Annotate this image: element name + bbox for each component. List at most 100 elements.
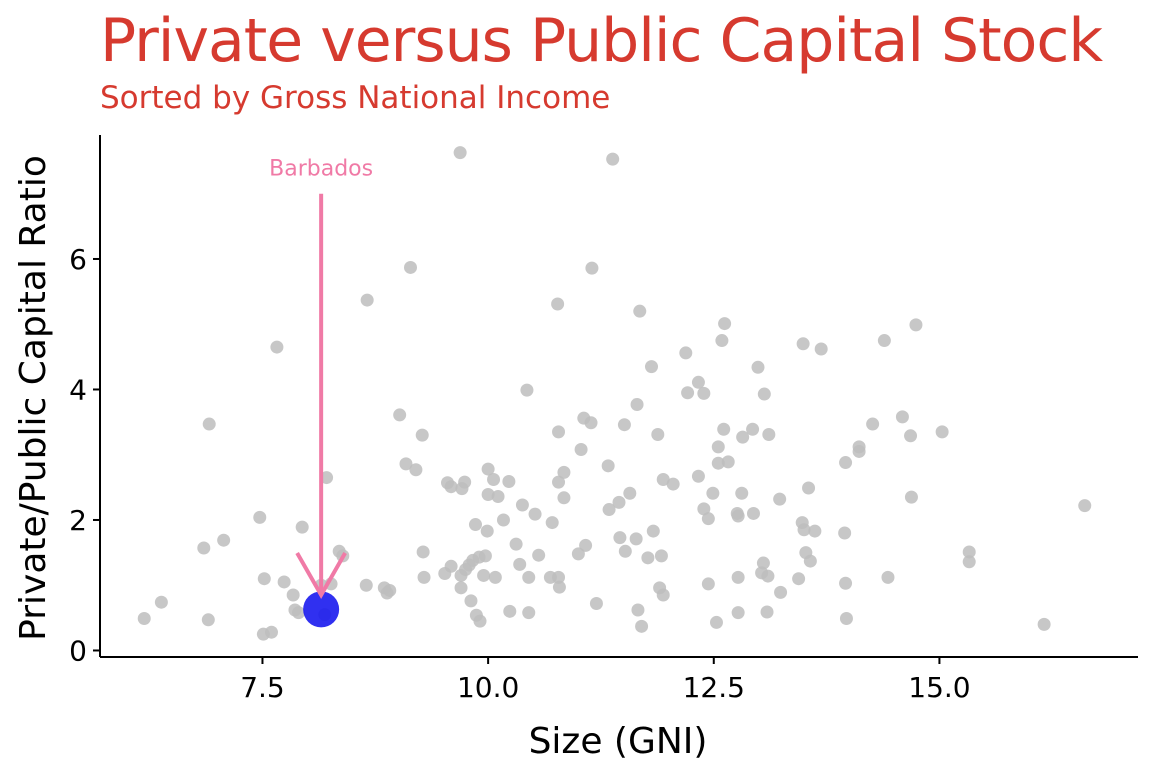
data-point [496,513,510,527]
highlight-point-barbados [303,591,340,628]
data-point [320,471,334,485]
data-point [802,481,816,495]
y-tick-label: 4 [69,373,87,406]
data-point [962,555,976,569]
data-point [522,570,536,584]
y-tick-label: 2 [69,504,87,537]
data-point [491,489,505,503]
data-point [756,556,770,570]
data-point [760,605,774,619]
data-point [701,577,715,591]
y-axis-title: Private/Public Capital Ratio [13,155,54,641]
data-point [746,422,760,436]
data-point [721,455,735,469]
data-point [481,488,495,502]
data-point [264,625,278,639]
data-point [468,518,482,532]
data-point [631,603,645,617]
axes-layer: 7.5 10.0 12.5 15.0 0 2 4 6 [69,135,1138,704]
data-point [731,570,745,584]
data-point [509,537,523,551]
data-point [602,503,616,517]
data-point [197,541,211,555]
data-point [697,386,711,400]
data-point [522,606,536,620]
chart-subtitle: Sorted by Gross National Income [100,80,611,116]
data-point [654,549,668,563]
data-point [895,410,909,424]
data-point [606,152,620,166]
data-point [799,546,813,560]
data-point [438,566,452,580]
y-tick-label: 6 [69,243,87,276]
data-point [515,498,529,512]
data-point [641,551,655,565]
data-point [613,531,627,545]
data-point [454,568,468,582]
data-point [773,492,787,506]
data-point [839,576,853,590]
data-point [697,502,711,516]
data-point [796,337,810,351]
data-point [359,578,373,592]
data-point [612,495,626,509]
x-tick-label: 15.0 [908,671,970,704]
data-point [360,293,374,307]
data-point [201,613,215,627]
data-point [416,545,430,559]
data-point [761,569,775,583]
data-point [286,588,300,602]
data-point [635,619,649,633]
data-point [417,570,431,584]
data-point [520,383,534,397]
data-point [962,545,976,559]
data-point [839,612,853,626]
data-point [691,375,705,389]
data-point [691,469,705,483]
data-point [473,614,487,628]
data-point [202,417,216,431]
data-point [409,463,423,477]
data-point [617,418,631,432]
data-point [718,317,732,331]
data-point [629,532,643,546]
data-point [403,260,417,274]
data-point [453,146,467,160]
data-point [731,509,745,523]
data-point [552,425,566,439]
data-point [656,588,670,602]
data-point [808,524,822,538]
data-point [909,318,923,332]
data-point [751,360,765,374]
data-point [571,547,585,561]
data-point [774,585,788,599]
data-point [735,486,749,500]
data-point [574,443,588,457]
data-point [270,340,284,354]
data-point [528,507,542,521]
data-point [651,427,665,441]
data-point [877,334,891,348]
data-point [1037,617,1051,631]
data-point [380,586,394,600]
data-point [552,475,566,489]
data-point [715,334,729,348]
data-point [618,544,632,558]
data-point [589,596,603,610]
data-point [709,615,723,629]
data-point [623,486,637,500]
data-point [746,506,760,520]
data-point [717,422,731,436]
data-point [731,606,745,620]
data-point [711,440,725,454]
data-point [585,261,599,275]
data-point [217,533,231,547]
data-point [838,526,852,540]
data-point [257,572,271,586]
data-point [679,346,693,360]
data-point [552,570,566,584]
data-point [839,456,853,470]
data-point [904,490,918,504]
data-point [415,428,429,442]
